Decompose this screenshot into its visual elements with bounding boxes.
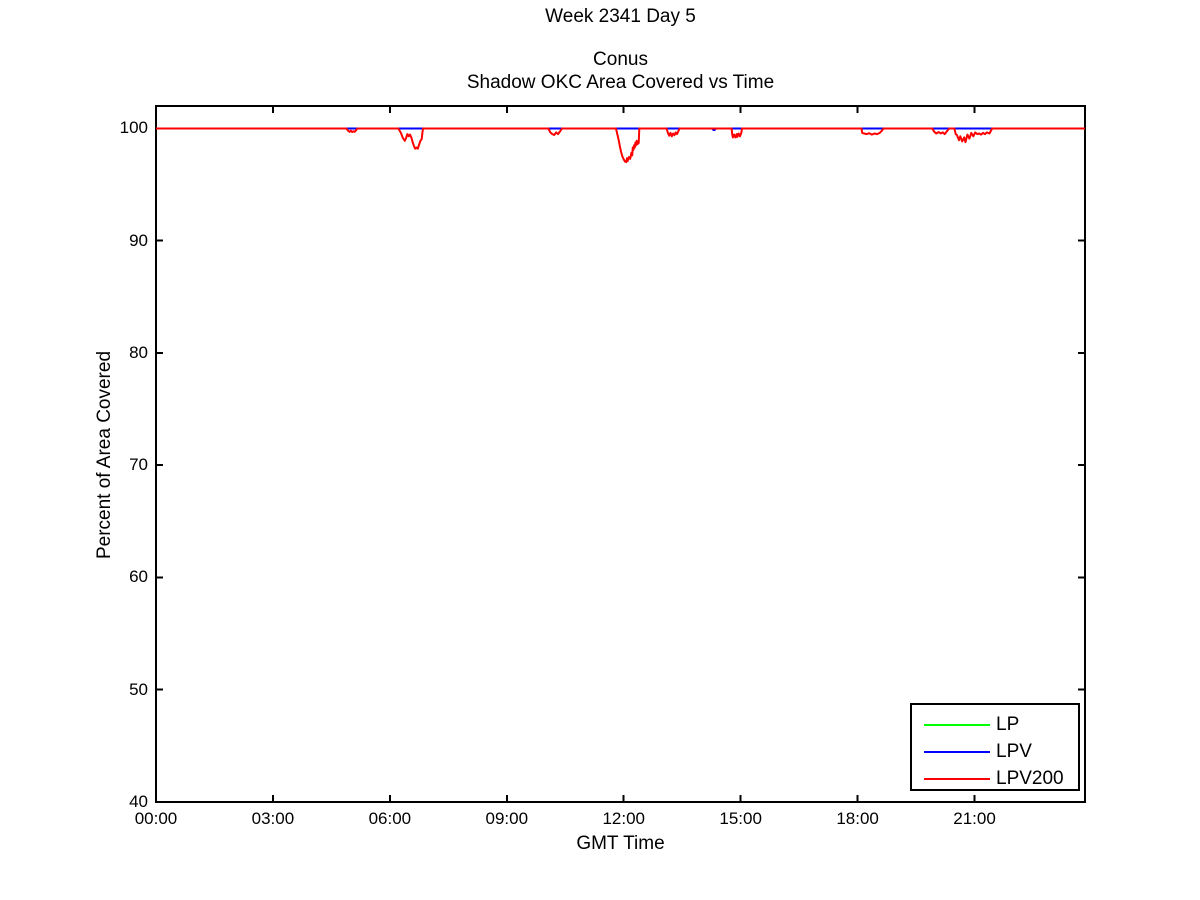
x-tick-label-1800: 18:00 xyxy=(836,809,879,828)
legend-line-sample-lpv200 xyxy=(924,778,990,780)
legend-label-lpv: LPV xyxy=(996,741,1032,762)
y-tick-label-60: 60 xyxy=(129,567,148,587)
legend-line-sample-lpv xyxy=(924,751,990,753)
y-axis-label: Percent of Area Covered xyxy=(94,350,115,560)
legend-label-lp: LP xyxy=(996,714,1020,735)
x-tick-label-0900: 09:00 xyxy=(485,809,529,828)
axes-title-line1: Conus xyxy=(593,49,648,70)
x-tick-label-1500: 15:00 xyxy=(719,809,762,828)
y-tick-label-70: 70 xyxy=(129,455,148,475)
y-tick-label-50: 50 xyxy=(129,679,148,699)
legend: LP LPV LPV200 xyxy=(910,703,1080,791)
y-tick-label-40: 40 xyxy=(129,792,148,811)
x-axis-label: GMT Time xyxy=(576,833,665,854)
x-tick-label-0600: 06:00 xyxy=(368,809,412,828)
x-tick-label-0000: 00:00 xyxy=(134,809,178,828)
legend-row-lpv200: LPV200 xyxy=(912,769,1078,789)
legend-row-lp: LP xyxy=(912,715,1078,735)
legend-line-sample-lp xyxy=(924,724,990,726)
y-tick-label-100: 100 xyxy=(119,118,148,138)
axes-box xyxy=(155,105,1086,803)
x-tick-label-1200: 12:00 xyxy=(602,809,645,828)
figure-suptitle: Week 2341 Day 5 xyxy=(545,6,696,27)
legend-row-lpv: LPV xyxy=(912,742,1078,762)
x-tick-label-0300: 03:00 xyxy=(251,809,295,828)
y-tick-label-90: 90 xyxy=(129,230,148,250)
axes-title-line2: Shadow OKC Area Covered vs Time xyxy=(466,72,775,93)
x-tick-label-2100: 21:00 xyxy=(953,809,996,828)
legend-label-lpv200: LPV200 xyxy=(996,768,1064,789)
series-line-lpv200 xyxy=(156,127,1085,164)
y-tick-label-80: 80 xyxy=(129,342,148,362)
